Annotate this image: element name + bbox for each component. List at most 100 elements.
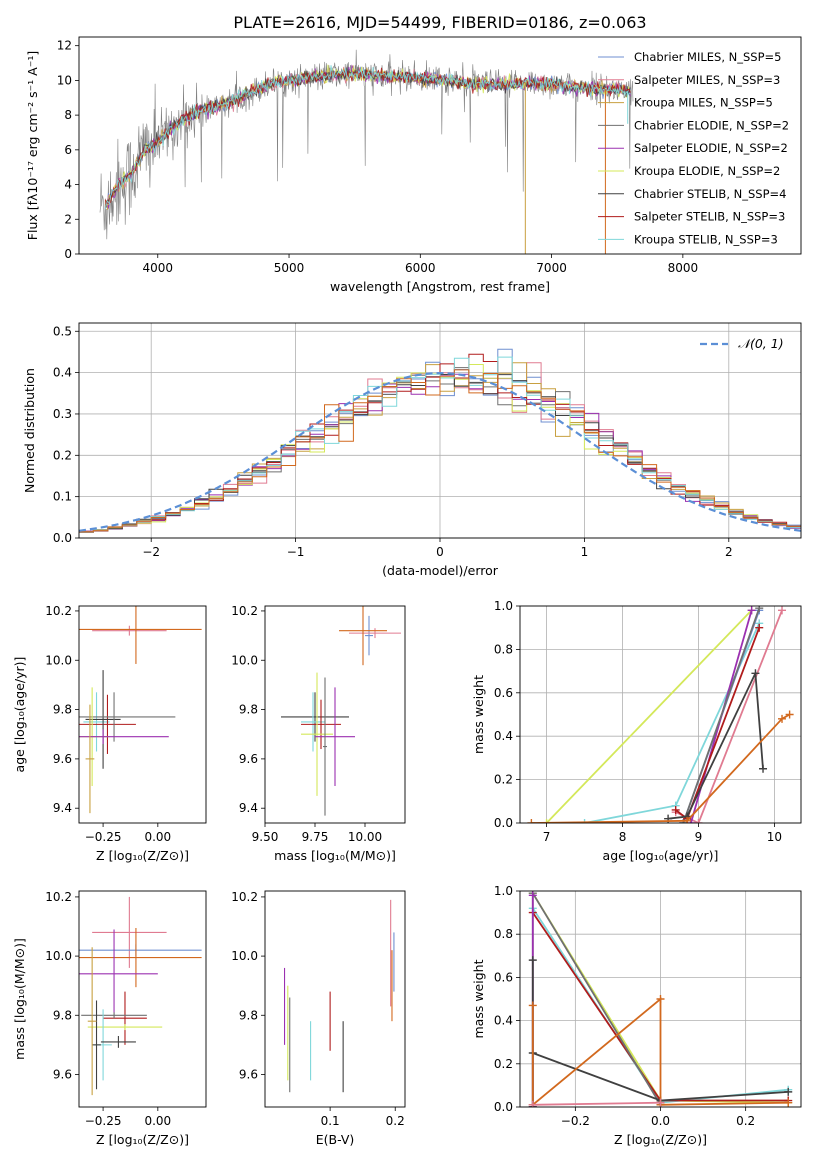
- model-line-8: [104, 65, 631, 209]
- x-tick-label: 0.2: [386, 1114, 405, 1128]
- x-tick-label: 7: [543, 830, 551, 844]
- weight-marker-8-1: [656, 1098, 665, 1107]
- weight-marker-1-1: [694, 819, 703, 823]
- y-tick-label: 8: [64, 108, 72, 122]
- weight-marker-4-1: [528, 891, 537, 900]
- x-tick-label: 9.75: [302, 830, 329, 844]
- plot-area-spectrum: [99, 49, 634, 254]
- y-tick-label: 10.0: [45, 653, 72, 667]
- x-axis-label: mass [log₁₀(M/M⊙)]: [274, 848, 396, 863]
- x-tick-label: 1: [581, 545, 589, 559]
- model-line-5: [104, 64, 631, 207]
- y-tick-label: 10.0: [45, 949, 72, 963]
- x-tick-label: 6000: [405, 261, 436, 275]
- y-tick-label: 0.5: [53, 324, 72, 338]
- y-tick-label: 1.0: [494, 599, 513, 613]
- plot-area-residuals: [79, 348, 801, 533]
- axes-age_vs_mass: 9.50 9.75 10.00 9.4 9.6 9.8 10.0 10.2 mass [log₁…: [231, 604, 406, 863]
- y-tick-label: 0.0: [53, 531, 72, 545]
- y-tick-label: 0.4: [494, 729, 513, 743]
- axes-massweight_vs_age: 7 8 9 10 0.0 0.2 0.4 0.6 0.8 1.0 age [log₁₀(age/yr…: [471, 599, 802, 863]
- weight-marker-8-0: [528, 1100, 537, 1107]
- axes-frame: [519, 605, 802, 824]
- y-tick-label: 2: [64, 212, 72, 226]
- axes-frame: [78, 605, 207, 824]
- x-tick-label: 10: [767, 830, 782, 844]
- x-tick-label: 10.00: [348, 830, 382, 844]
- y-tick-label: 9.6: [53, 1067, 72, 1081]
- y-axis-label: mass weight: [471, 959, 486, 1038]
- weight-line-7: [667, 669, 764, 820]
- y-tick-label: 10.0: [231, 653, 258, 667]
- weight-marker-8-3: [785, 710, 794, 719]
- legend-entry-2: Kroupa MILES, N_SSP=5: [634, 96, 773, 110]
- axes-frame: [519, 890, 802, 1108]
- weight-marker-6-0: [671, 805, 680, 814]
- plot-area-mass_vs_Z: [79, 896, 202, 1096]
- y-tick-label: 6: [64, 143, 72, 157]
- y-tick-label: 0.2: [53, 448, 72, 462]
- y-axis-label: Normed distribution: [22, 368, 37, 493]
- plot-area-massweight_vs_age: [527, 606, 794, 823]
- y-tick-label: 9.6: [239, 1067, 258, 1081]
- y-tick-label: 10.2: [45, 890, 72, 904]
- weight-line-6: [675, 627, 761, 821]
- x-tick-label: 8000: [668, 261, 699, 275]
- y-tick-label: 0.3: [53, 407, 72, 421]
- y-tick-label: 9.6: [239, 752, 258, 766]
- y-tick-label: 0: [64, 247, 72, 261]
- y-tick-label: 9.8: [239, 703, 258, 717]
- x-tick-label: 5000: [274, 261, 305, 275]
- axes-residuals: −2 −1 0 1 2 0.0 0.1 0.2 0.3 0.4 0.5 (data-model)/er…: [22, 322, 802, 578]
- legend-entry-3: Chabrier ELODIE, N_SSP=2: [634, 118, 789, 132]
- axes-frame: [78, 36, 802, 255]
- weight-marker-7-3: [759, 764, 768, 773]
- axes-spectrum: 4000 5000 6000 7000 8000 0 2 4 6 8 10 12 wavelength …: [25, 36, 802, 294]
- y-tick-label: 0.4: [494, 1014, 513, 1028]
- weight-line-8: [531, 713, 791, 823]
- weight-marker-7-4: [784, 1098, 793, 1107]
- x-tick-label: 4000: [142, 261, 173, 275]
- y-tick-label: 9.4: [53, 801, 72, 815]
- gaussian-curve: [79, 371, 801, 532]
- weight-line-5: [682, 607, 761, 823]
- weight-marker-2-0: [580, 819, 589, 823]
- legend-entry-7: Salpeter STELIB, N_SSP=3: [634, 210, 785, 224]
- weight-marker-8-1: [683, 816, 692, 823]
- y-tick-label: 9.8: [53, 703, 72, 717]
- x-tick-label: −1: [287, 545, 305, 559]
- weight-marker-4-1: [747, 606, 756, 615]
- y-axis-label: mass [log₁₀(M/M⊙)]: [12, 938, 27, 1060]
- x-tick-label: −0.25: [85, 1114, 122, 1128]
- weight-line-8: [532, 1101, 661, 1106]
- y-axis-label: age [log₁₀(age/yr)]: [12, 657, 27, 773]
- y-tick-label: 0.8: [494, 642, 513, 656]
- plot-area-age_vs_Z: [79, 606, 202, 814]
- y-tick-label: 0.6: [494, 970, 513, 984]
- weight-marker-1-2: [778, 606, 787, 615]
- y-tick-label: 0.4: [53, 366, 72, 380]
- weight-marker-8-0: [527, 819, 536, 823]
- weight-line-1: [675, 609, 783, 823]
- y-tick-label: 4: [64, 178, 72, 192]
- x-tick-label: 0.00: [144, 1114, 171, 1128]
- weight-marker-8-2: [778, 714, 787, 723]
- legend-gauss-label: 𝒩(0, 1): [738, 336, 784, 351]
- y-tick-label: 1.0: [494, 884, 513, 898]
- x-tick-label: 0.1: [321, 1114, 340, 1128]
- weight-marker-6-2: [755, 623, 764, 632]
- legend-entry-8: Kroupa STELIB, N_SSP=3: [634, 232, 778, 246]
- y-tick-label: 0.2: [494, 773, 513, 787]
- weight-marker-6-0: [528, 956, 537, 965]
- legend-entry-1: Salpeter MILES, N_SSP=3: [634, 73, 780, 87]
- y-axis-label: mass weight: [471, 675, 486, 754]
- figure-title: PLATE=2616, MJD=54499, FIBERID=0186, z=0…: [233, 13, 646, 32]
- x-tick-label: 0.00: [144, 830, 171, 844]
- weight-marker-7-2: [751, 669, 760, 678]
- x-tick-label: 0.2: [736, 1114, 755, 1128]
- weight-marker-5-1: [755, 606, 764, 613]
- legend-entry-0: Chabrier MILES, N_SSP=5: [634, 50, 781, 64]
- y-tick-label: 10.0: [231, 949, 258, 963]
- plot-area-age_vs_mass: [281, 606, 401, 816]
